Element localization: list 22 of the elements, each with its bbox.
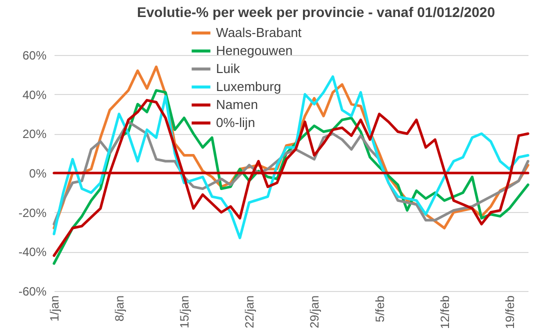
x-tick-label: 12/feb bbox=[438, 295, 452, 329]
x-tick-label: 1/jan bbox=[48, 296, 62, 322]
y-tick-label: 20% bbox=[22, 127, 47, 142]
y-tick-label: 40% bbox=[22, 88, 47, 102]
x-tick-label: 29/jan bbox=[308, 296, 322, 328]
legend-label: Luxemburg bbox=[216, 79, 282, 94]
legend-label: Luik bbox=[216, 61, 240, 76]
x-tick-label: 8/jan bbox=[112, 296, 127, 322]
y-tick-label: -20% bbox=[18, 206, 47, 220]
x-tick-label: 5/feb bbox=[372, 295, 387, 322]
legend-label: Henegouwen bbox=[216, 43, 293, 58]
legend-label: Namen bbox=[216, 97, 258, 112]
legend-label: 0%-lijn bbox=[216, 115, 256, 130]
chart-title: Evolutie-% per week per provincie - vanaf 01/012/2020 bbox=[137, 4, 496, 20]
x-tick-label: 19/feb bbox=[502, 295, 517, 329]
legend-label: Waals-Brabant bbox=[216, 25, 302, 40]
y-tick-label: -60% bbox=[18, 284, 47, 298]
y-tick-label: 0% bbox=[29, 166, 47, 180]
y-tick-label: -40% bbox=[18, 245, 47, 260]
x-tick-label: 15/jan bbox=[178, 296, 192, 328]
y-tick-label: 60% bbox=[22, 48, 47, 62]
x-tick-label: 22/jan bbox=[242, 296, 257, 328]
